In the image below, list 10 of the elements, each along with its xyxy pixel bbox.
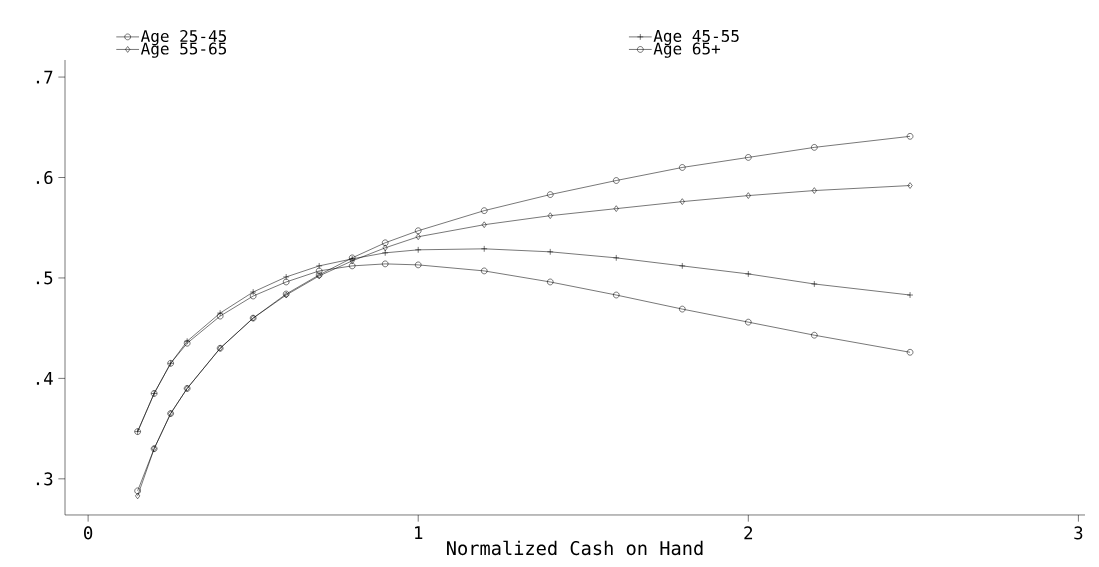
x-axis-title: Normalized Cash on Hand	[447, 540, 703, 556]
x-tick-label: 1	[415, 526, 423, 539]
x-tick-label: 3	[1074, 526, 1083, 540]
y-tick-label: .3	[36, 472, 53, 486]
y-tick-label: .6	[36, 170, 53, 185]
x-tick-label: 2	[744, 526, 753, 540]
x-tick-label: 0	[84, 526, 93, 540]
y-tick-label: .7	[36, 70, 53, 84]
y-tick-label: .4	[36, 372, 53, 385]
y-tick-label: .5	[36, 271, 53, 285]
